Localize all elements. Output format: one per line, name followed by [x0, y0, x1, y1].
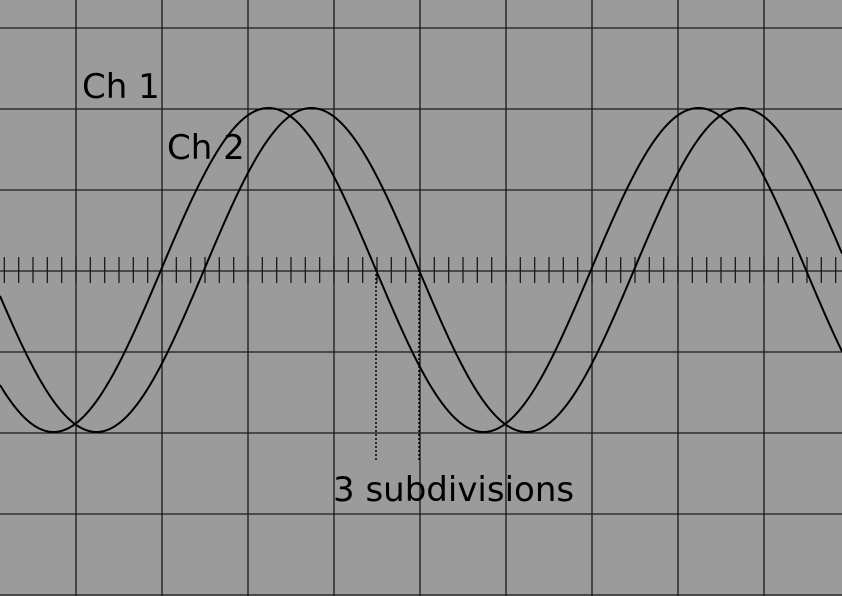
ch2-trace [0, 106, 842, 434]
ch1-label: Ch 1 [82, 67, 160, 107]
ch2-label: Ch 2 [167, 128, 245, 168]
subdivisions-annotation: 3 subdivisions [333, 470, 574, 510]
center-axis-ticks [3, 257, 837, 283]
ch1-trace [0, 106, 842, 434]
